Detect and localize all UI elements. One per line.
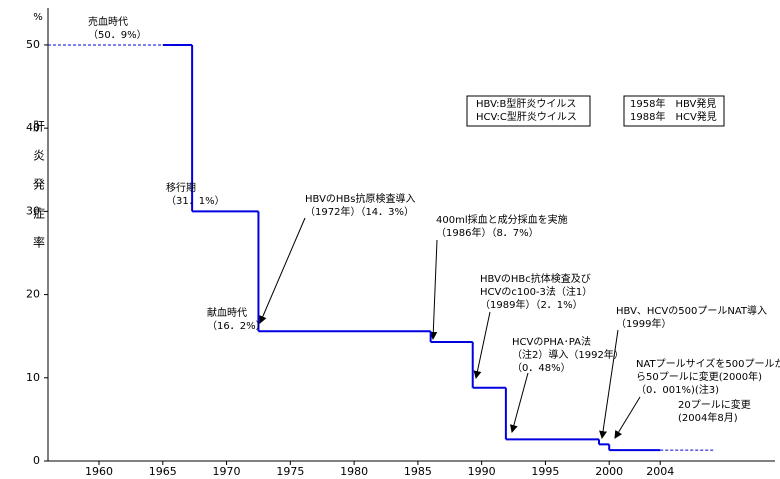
annotation: 売血時代 (88, 15, 128, 28)
legend-box-text: HBV:B型肝炎ウイルス (476, 97, 576, 110)
annotation: （0．001%)(注3) (636, 383, 719, 396)
x-tick-label: 1975 (276, 465, 304, 478)
annotation: （1986年）（8．7%） (436, 226, 539, 239)
annotation: （1999年） (616, 317, 671, 330)
annotation: HBVのHBc抗体検査及び (480, 272, 591, 285)
abbrev-box (466, 95, 591, 127)
annotation: HBV、HCVの500プールNAT導入 (616, 304, 767, 317)
x-tick-label: 1985 (404, 465, 432, 478)
annotation: 400ml採血と成分採血を実施 (436, 213, 568, 226)
annotation: 献血時代 (207, 306, 247, 319)
arrow (509, 372, 529, 433)
arrow (599, 329, 619, 439)
arrow (614, 396, 641, 439)
y-tick-label: 40 (26, 121, 40, 134)
annotation: HCVのPHA･PA法 (512, 335, 591, 348)
arrow (429, 239, 438, 340)
annotation: (2004年8月) (678, 411, 738, 424)
annotation: 20プールに変更 (678, 398, 751, 411)
annotation: （1972年）（14．3%） (305, 205, 414, 218)
x-tick-label: 1970 (213, 465, 241, 478)
discovery-box (623, 95, 725, 127)
arrow (259, 217, 306, 324)
annotation: 移行期 (166, 181, 196, 194)
legend-box-text: 1988年 HCV発見 (630, 110, 717, 123)
x-tick-label: 1995 (531, 465, 559, 478)
annotation: （50．9%） (88, 29, 147, 41)
y-tick-label: 50 (26, 38, 40, 51)
legend-box-text: HCV:C型肝炎ウイルス (476, 110, 577, 123)
y-tick-label: 20 (26, 288, 40, 301)
x-tick-label: 1960 (85, 465, 113, 478)
x-tick-label: 2004 (646, 465, 674, 478)
x-tick-label: 2000 (595, 465, 623, 478)
annotation: ら50プールに変更(2000年) (636, 370, 762, 383)
y-tick-label: 10 (26, 371, 40, 384)
annotation: NATプールサイズを500プールか (636, 357, 780, 370)
y-tick-label: 30 (26, 204, 40, 217)
annotation: （16．2%） (207, 320, 266, 332)
x-tick-label: 1965 (149, 465, 177, 478)
y-tick-label: 0 (33, 454, 40, 467)
y-axis-label: 肝炎発症率 (32, 120, 46, 265)
annotation: （0．48%） (512, 362, 571, 374)
y-unit: % (33, 12, 43, 23)
annotation: （1989年）（2．1%） (480, 298, 583, 311)
annotation: HBVのHBs抗原検査導入 (305, 192, 416, 205)
annotation: （注2）導入（1992年） (512, 348, 624, 361)
x-tick-label: 1980 (340, 465, 368, 478)
x-tick-label: 1990 (468, 465, 496, 478)
arrow (473, 311, 491, 379)
annotation: （31．1%） (166, 195, 225, 207)
annotation: HCVのc100-3法（注1） (480, 285, 592, 298)
legend-box-text: 1958年 HBV発見 (630, 97, 716, 110)
